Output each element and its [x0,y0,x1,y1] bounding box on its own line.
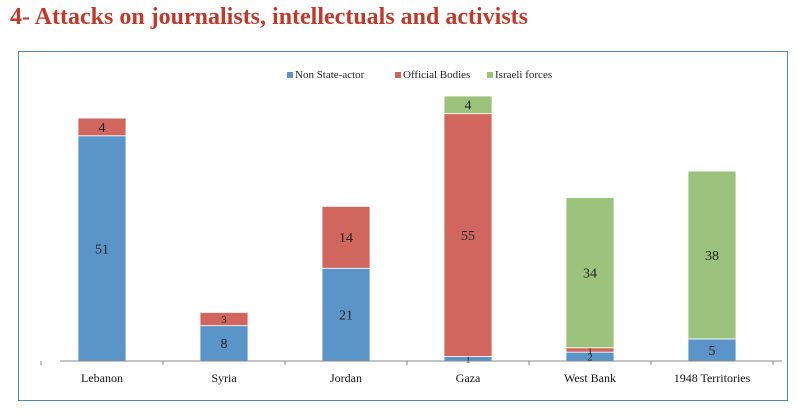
data-label: 1 [465,354,471,366]
bar-segment-non-state-actor [77,135,127,362]
x-tick-label: Gaza [456,371,481,385]
data-label: 34 [583,267,597,282]
page-title: 4- Attacks on journalists, intellectuals… [10,4,529,30]
legend-item-israeli-forces: Israeli forces [487,69,552,81]
x-axis: Lebanon Syria Jordan Gaza West Bank 1948 Terr… [40,360,782,385]
bar-segment-non-state-actor [199,325,249,362]
x-tick-label: Syria [211,371,237,385]
legend-swatch [287,72,293,78]
chart-frame [18,51,788,401]
data-label: 4 [465,99,472,114]
x-tick-label: Lebanon [81,371,123,385]
legend-label: Official Bodies [403,69,470,81]
legend-item-non-state-actor: Non State-actor [287,69,365,81]
data-label: 4 [99,121,106,136]
bar-segment-official-bodies [77,117,127,137]
data-label: 21 [339,309,353,324]
bar-segment-official-bodies [321,206,371,269]
bar-group-jordan: 21 14 [321,206,371,362]
x-tick-label: Jordan [330,371,362,385]
bar-group-1948-territories: 5 38 [687,170,737,362]
data-label: 14 [339,231,353,246]
bar-segment-israeli-forces [443,95,493,115]
data-label: 5 [709,344,716,359]
data-label: 8 [221,337,228,352]
legend-swatch [395,72,401,78]
data-label: 55 [461,229,475,244]
bar-segment-israeli-forces [565,197,615,349]
data-label: 3 [221,314,227,326]
chart-legend: Non State-actor Official Bodies Israeli fo… [287,69,552,81]
data-label: 2 [587,351,593,363]
data-label: 1 [587,345,593,357]
bar-segment-official-bodies [199,312,249,327]
bar-segment-israeli-forces [687,170,737,340]
legend-label: Israeli forces [495,69,552,81]
data-label: 38 [705,249,719,264]
legend-item-official-bodies: Official Bodies [395,69,470,81]
x-tick-label: West Bank [564,371,616,385]
data-label: 51 [95,242,109,257]
bar-group-west-bank: 21 34 [565,197,615,363]
legend-label: Non State-actor [295,69,365,81]
x-tick-label: 1948 Territories [674,371,751,385]
legend-swatch [487,72,493,78]
bar-group-syria: 83 [199,312,249,362]
bar-group-lebanon: 51 4 [77,117,127,362]
